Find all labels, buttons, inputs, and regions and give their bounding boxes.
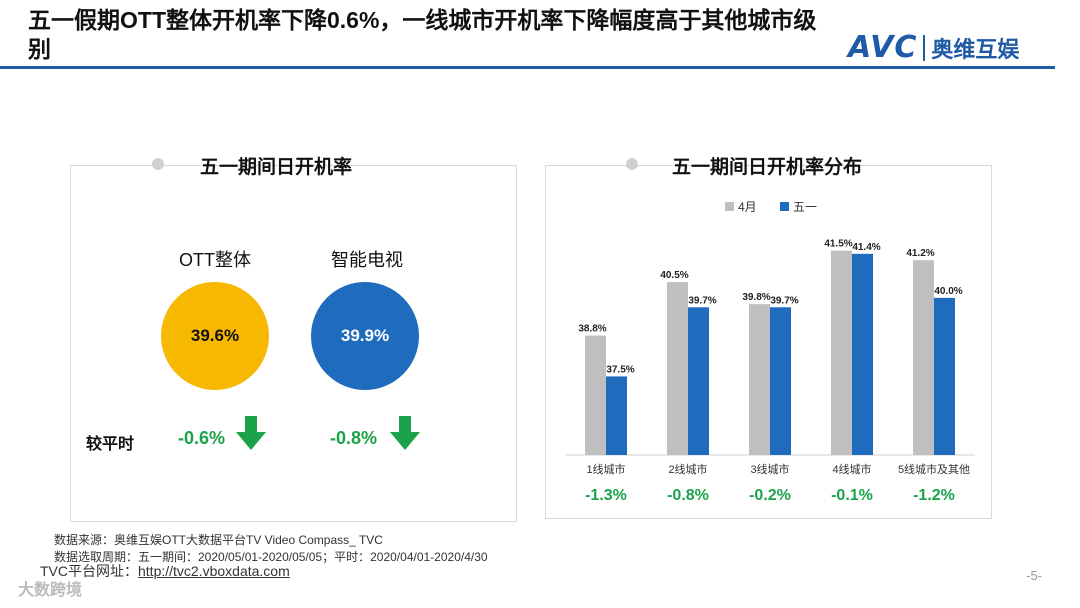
logo-cn-text: 奥维互娱	[931, 36, 1020, 62]
bar-april	[831, 250, 852, 455]
brand-logo: AVC 奥维互娱	[848, 30, 1019, 65]
left-panel	[70, 165, 517, 522]
data-label: 39.7%	[770, 295, 798, 306]
bar-chart: 4月 五一 38.8% 37.5% 1线城市 -1.3% 40.5% 39.7% 2线城市 -0.…	[565, 200, 975, 504]
smarttv-circle: 39.9%	[311, 282, 419, 390]
data-label: 40.5%	[660, 270, 688, 281]
legend-swatch-1	[725, 202, 734, 211]
panel-dot	[152, 158, 164, 170]
logo-divider	[923, 34, 926, 61]
logo-avc-text: AVC	[848, 30, 918, 65]
smarttv-label: 智能电视	[331, 250, 403, 270]
legend-swatch-2	[780, 202, 789, 211]
data-label: 40.0%	[934, 286, 962, 297]
left-panel-title: 五一期间日开机率	[200, 157, 353, 178]
bar-mayday	[606, 376, 627, 455]
delta-label: -0.2%	[749, 487, 791, 504]
page-title: 五一假期OTT整体开机率下降0.6%，一线城市开机率下降幅度高于其他城市级别	[28, 7, 817, 62]
delta-label: -0.1%	[831, 487, 873, 504]
platform-url: TVC平台网址：http://tvc2.vboxdata.com	[40, 561, 290, 581]
data-label: 41.4%	[852, 242, 880, 253]
bar-mayday	[770, 307, 791, 455]
data-label: 39.8%	[742, 292, 770, 303]
ott-delta: -0.6%	[178, 428, 226, 448]
delta-label: -1.2%	[913, 487, 955, 504]
data-label: 41.2%	[906, 248, 934, 259]
legend-label-2: 五一	[793, 200, 817, 214]
url-link[interactable]: http://tvc2.vboxdata.com	[138, 563, 290, 579]
bar-april	[749, 304, 770, 455]
ott-circle: 39.6%	[161, 282, 269, 390]
delta-label: -0.8%	[667, 487, 709, 504]
source-note: 数据来源：奥维互娱OTT大数据平台TV Video Compass_ TVC	[54, 533, 383, 547]
url-label: TVC平台网址：	[40, 563, 138, 579]
header-rule	[0, 66, 1055, 69]
down-arrow-icon	[390, 416, 420, 450]
data-label: 37.5%	[606, 364, 634, 375]
category-label: 1线城市	[586, 462, 625, 476]
bar-mayday	[934, 297, 955, 455]
bar-april	[585, 335, 606, 455]
ott-value: 39.6%	[190, 326, 240, 345]
bar-april	[913, 260, 934, 455]
page-number: -5-	[1026, 568, 1042, 583]
down-arrow-icon	[236, 416, 266, 450]
category-label: 3线城市	[750, 462, 789, 476]
panel-dot	[626, 158, 638, 170]
smarttv-value: 39.9%	[340, 326, 390, 345]
delta-label: -1.3%	[585, 487, 627, 504]
data-label: 38.8%	[578, 324, 606, 335]
legend-label-1: 4月	[738, 200, 757, 214]
bar-mayday	[852, 253, 873, 455]
category-label: 5线城市及其他	[898, 462, 970, 476]
corner-watermark: 大数跨境	[18, 582, 83, 599]
compare-label: 较平时	[86, 436, 135, 453]
data-label: 39.7%	[688, 295, 716, 306]
category-label: 4线城市	[832, 462, 871, 476]
chart-title: 五一期间日开机率分布	[672, 157, 863, 178]
smarttv-delta: -0.8%	[330, 428, 378, 448]
data-label: 41.5%	[824, 239, 852, 250]
ott-label: OTT整体	[179, 250, 251, 270]
period-note: 数据选取周期：五一期间：2020/05/01-2020/05/05；平时：202…	[54, 550, 488, 564]
bar-mayday	[688, 307, 709, 455]
category-label: 2线城市	[668, 462, 707, 476]
bar-april	[667, 282, 688, 455]
